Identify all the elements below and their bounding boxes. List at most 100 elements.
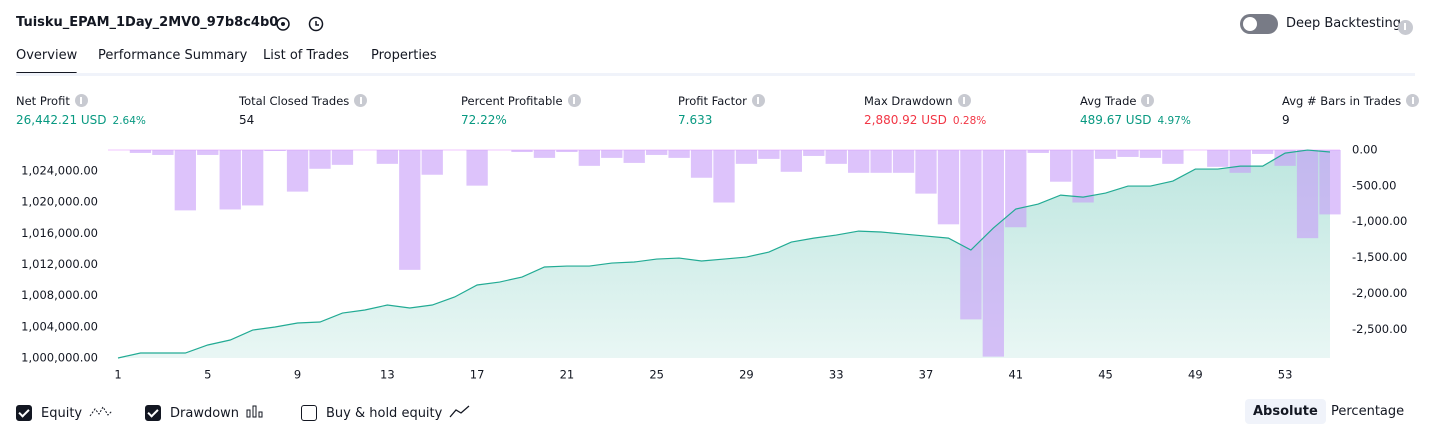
y-tick-label: 1,020,000.00 [21,195,98,209]
drawdown-bar [937,150,960,225]
legend-label: Drawdown [170,406,240,421]
metric-change: 4.97% [1157,115,1191,127]
drawdown-bar [601,150,623,158]
x-tick-label: 33 [829,368,844,382]
y-tick-label: 1,008,000.00 [21,288,98,302]
metric-label-text: Percent Profitable [461,94,563,108]
x-tick-label: 21 [560,368,575,382]
drawdown-bar [1027,150,1049,153]
drawdown-bar [219,150,241,210]
metric-label: Percent Profitable [461,94,581,108]
info-icon[interactable] [751,94,765,107]
drawdown-bar [1274,150,1296,166]
y-tick-label: 1,004,000.00 [21,319,98,333]
info-icon[interactable] [354,94,368,107]
tab[interactable]: Overview [16,48,78,75]
tab[interactable]: List of Trades [263,48,349,63]
legend-icon [449,405,470,418]
x-tick-label: 41 [1008,368,1023,382]
drawdown-bar [780,150,802,172]
drawdown-bar [623,150,645,163]
drawdown-bar [982,150,1004,357]
x-tick-label: 13 [380,368,395,382]
info-icon[interactable] [1406,94,1420,107]
drawdown-bar [578,150,600,166]
drawdown-bar [892,150,915,173]
title-icons[interactable] [273,14,333,34]
legend-item[interactable]: Drawdown [145,404,270,421]
metric-change: 0.28% [952,115,987,127]
info-icon[interactable] [74,94,88,107]
metric-label-text: Avg # Bars in Trades [1282,94,1402,108]
metric-label: Avg # Bars in Trades [1282,94,1420,108]
legend-icon [246,405,263,418]
drawdown-bar [309,150,331,169]
strategy-title: Tuisku_EPAM_1Day_2MV0_97b8c4b0 [16,15,279,30]
legend-item[interactable]: Equity [16,404,113,421]
x-tick-label: 5 [204,368,211,382]
drawdown-bar [1072,150,1094,203]
deep-backtesting-toggle[interactable] [1240,14,1278,34]
drawdown-bar [758,150,780,159]
x-tick-label: 45 [1098,368,1113,382]
drawdown-bar [264,150,286,152]
info-icon[interactable] [567,94,581,107]
metric-label-text: Profit Factor [678,94,747,108]
y-tick-label: 1,024,000.00 [21,164,98,178]
drawdown-bar [1207,150,1229,167]
y2-tick-label: 0.00 [1352,143,1378,157]
y2-tick-label: -1,000.00 [1352,214,1407,228]
help-icon[interactable] [1398,20,1413,35]
drawdown-bar [960,150,982,320]
legend-item[interactable]: Buy & hold equity [301,404,473,421]
x-tick-label: 37 [919,368,934,382]
x-tick-label: 29 [739,368,754,382]
scale-button[interactable]: Absolute [1245,399,1326,424]
metric-value-text: 26,442.21 USD [16,113,107,127]
equity-line [117,149,1331,359]
y-tick-label: 1,000,000.00 [21,351,98,365]
equity-area [118,150,1330,358]
drawdown-bar [174,150,196,211]
drawdown-bar [713,150,735,203]
drawdown-bar [331,150,354,165]
deep-backtesting-label: Deep Backtesting [1286,16,1402,31]
chart: 1,000,000.00 1,004,000.00 1,008,000.00 1,01… [21,143,1407,382]
scale-button[interactable]: Percentage [1331,404,1405,419]
drawdown-bar [1050,150,1072,182]
tab[interactable]: Performance Summary [98,48,248,63]
metric-label: Max Drawdown [864,94,971,108]
metric-label-text: Avg Trade [1080,94,1137,108]
drawdown-bar [1319,150,1341,215]
metric-label: Profit Factor [678,94,765,108]
tab-divider [16,73,1415,76]
x-tick-label: 17 [470,368,485,382]
drawdown-bar [825,150,847,164]
x-tick-label: 1 [114,368,121,382]
checkbox[interactable] [16,405,32,421]
drawdown-bar [511,150,533,153]
metric-label: Avg Trade [1080,94,1155,108]
legend-label: Buy & hold equity [326,406,443,421]
metric-value-text: 489.67 USD [1080,113,1152,127]
tab[interactable]: Properties [371,48,437,63]
checkbox[interactable] [301,405,317,421]
drawdown-bar [556,150,578,153]
drawdown-bar [735,150,758,164]
drawdown-bar [129,150,152,153]
x-tick-label: 49 [1188,368,1203,382]
metric-value: 26,442.21 USD 2.64% [16,113,146,127]
drawdown-bar [803,150,825,156]
y2-tick-label: -1,500.00 [1352,250,1407,264]
metric-change: 2.64% [112,115,146,127]
legend-icon [89,406,113,417]
checkbox[interactable] [145,405,161,421]
metric-label-text: Max Drawdown [864,94,953,108]
drawdown-bar [242,150,264,206]
metric-value: 489.67 USD 4.97% [1080,113,1191,127]
info-icon[interactable] [1141,94,1155,107]
y2-tick-label: -2,500.00 [1352,322,1407,336]
info-icon[interactable] [957,94,971,107]
y2-tick-label: -2,000.00 [1352,286,1407,300]
